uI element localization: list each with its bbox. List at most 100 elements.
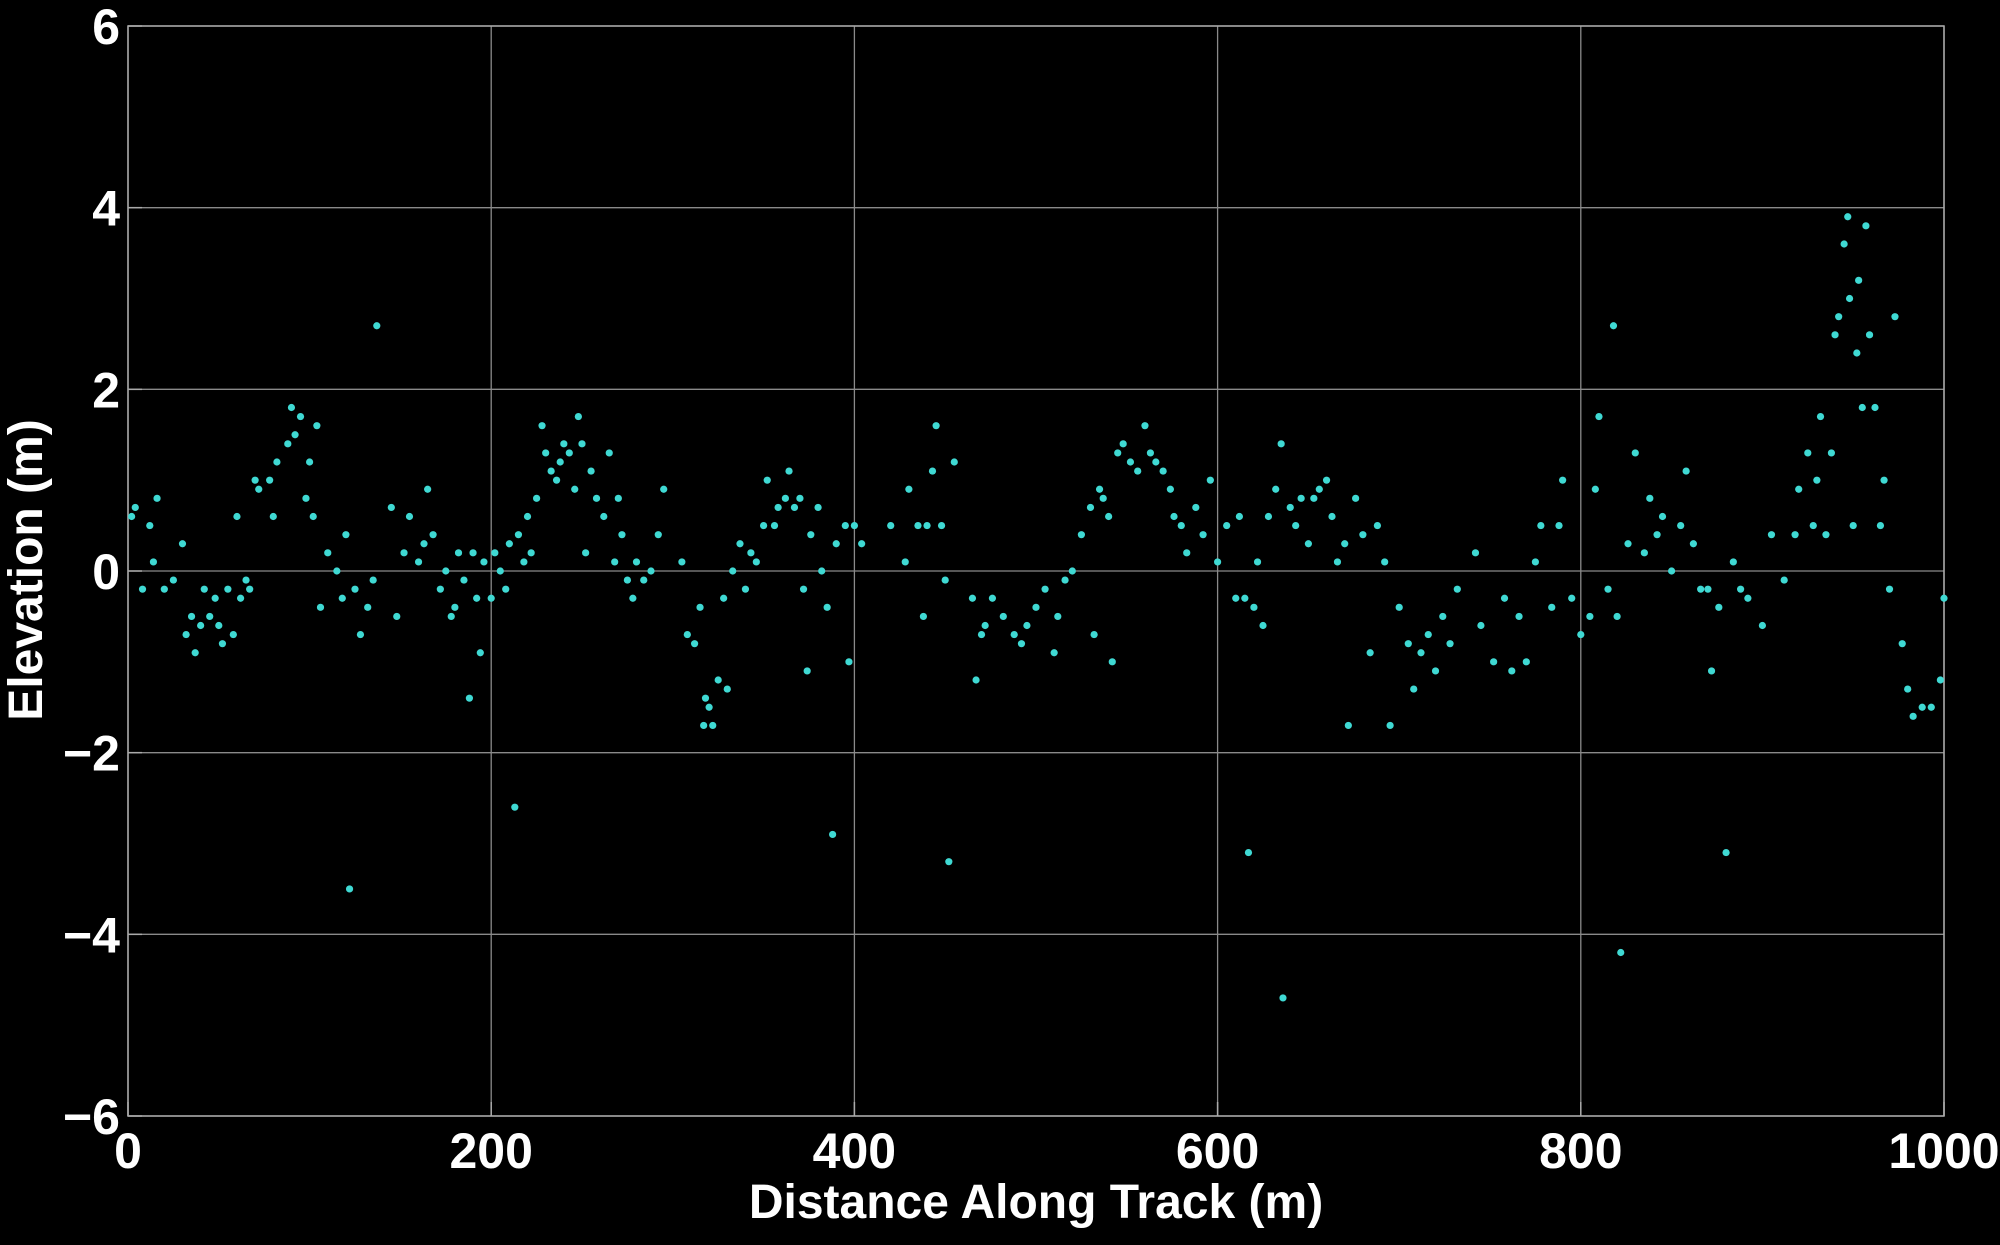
point [1677, 521, 1685, 530]
point [1286, 503, 1294, 512]
point [1114, 449, 1122, 457]
point [1395, 603, 1403, 611]
point [1767, 531, 1776, 539]
point [1152, 458, 1160, 466]
point [215, 621, 223, 630]
point [356, 630, 365, 639]
point [429, 531, 437, 539]
point [1417, 649, 1425, 657]
point [1813, 476, 1821, 484]
point [1386, 721, 1394, 730]
point [1809, 521, 1817, 530]
point [191, 649, 199, 657]
point [1223, 521, 1231, 530]
point [1849, 521, 1857, 530]
point [981, 621, 989, 630]
point [823, 603, 831, 611]
point [1898, 640, 1906, 648]
point [774, 503, 782, 512]
point [187, 612, 196, 621]
point [1617, 948, 1625, 957]
point [696, 603, 704, 611]
point [1816, 412, 1825, 421]
point [574, 412, 582, 421]
point [1264, 512, 1273, 521]
point [988, 594, 997, 602]
point [324, 549, 332, 557]
point [1166, 485, 1174, 493]
point [1940, 594, 1948, 602]
point [1531, 558, 1539, 566]
point [1624, 540, 1632, 548]
point [480, 558, 488, 566]
point [1586, 612, 1594, 621]
point [364, 603, 372, 611]
point [309, 512, 317, 521]
point [928, 467, 937, 475]
point [1845, 294, 1854, 303]
point [1241, 594, 1249, 602]
point [1471, 549, 1480, 557]
point [1206, 476, 1214, 484]
point [605, 449, 613, 457]
point [1591, 485, 1599, 493]
y-tick-label: −4 [63, 907, 120, 963]
point [533, 494, 541, 502]
point [977, 630, 986, 639]
point [1304, 540, 1312, 548]
point [149, 558, 158, 566]
point [1918, 703, 1926, 711]
point [1704, 585, 1712, 593]
point [229, 630, 237, 639]
point [1490, 658, 1498, 666]
point [1477, 621, 1485, 630]
point [1865, 331, 1874, 339]
point [1431, 667, 1440, 675]
point [1804, 449, 1812, 457]
point [1646, 494, 1654, 502]
point [224, 585, 232, 593]
point [313, 422, 321, 430]
point [858, 540, 866, 548]
point [1853, 349, 1861, 357]
point [1277, 440, 1285, 448]
point [542, 449, 550, 457]
point [560, 440, 568, 448]
point [752, 558, 760, 566]
point [1141, 422, 1149, 430]
point [705, 703, 713, 711]
point [1577, 630, 1585, 639]
point [1522, 658, 1530, 666]
point [1682, 467, 1690, 475]
point [1791, 531, 1799, 539]
point [511, 803, 519, 811]
point [1936, 676, 1944, 684]
point [796, 494, 804, 502]
point [1697, 585, 1705, 593]
point [1272, 485, 1280, 493]
point [131, 503, 139, 512]
point [781, 494, 789, 502]
y-tick-label: −6 [63, 1089, 120, 1145]
point [514, 531, 523, 539]
point [1831, 331, 1839, 339]
point [901, 558, 909, 566]
point [1862, 222, 1870, 230]
point [1927, 703, 1935, 711]
point [1381, 558, 1389, 566]
point [741, 585, 750, 593]
point [1439, 612, 1447, 621]
point [342, 531, 350, 539]
point [1737, 585, 1745, 593]
point [182, 630, 190, 639]
point [720, 594, 728, 602]
point [1279, 994, 1287, 1002]
point [1333, 558, 1342, 566]
point [807, 531, 815, 539]
point [1909, 712, 1917, 720]
point [424, 485, 432, 493]
point [623, 576, 632, 584]
point [1105, 512, 1113, 521]
point [197, 621, 205, 630]
